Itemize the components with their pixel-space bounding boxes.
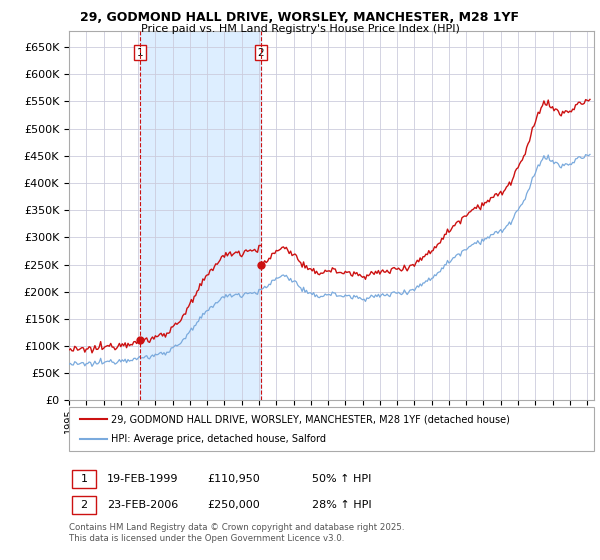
Bar (140, 31, 261, 400)
Text: HPI: Average price, detached house, Salford: HPI: Average price, detached house, Salf… (111, 433, 326, 444)
Text: 2: 2 (80, 500, 88, 510)
Text: 19-FEB-1999: 19-FEB-1999 (107, 474, 178, 484)
Text: 50% ↑ HPI: 50% ↑ HPI (312, 474, 371, 484)
Text: 29, GODMOND HALL DRIVE, WORSLEY, MANCHESTER, M28 1YF (detached house): 29, GODMOND HALL DRIVE, WORSLEY, MANCHES… (111, 414, 510, 424)
Text: 29, GODMOND HALL DRIVE, WORSLEY, MANCHESTER, M28 1YF: 29, GODMOND HALL DRIVE, WORSLEY, MANCHES… (80, 11, 520, 24)
Text: 1: 1 (137, 48, 143, 58)
Text: 2: 2 (258, 48, 265, 58)
Text: Price paid vs. HM Land Registry's House Price Index (HPI): Price paid vs. HM Land Registry's House … (140, 24, 460, 34)
Text: £110,950: £110,950 (207, 474, 260, 484)
Text: 23-FEB-2006: 23-FEB-2006 (107, 500, 178, 510)
Text: 1: 1 (80, 474, 88, 484)
Text: 28% ↑ HPI: 28% ↑ HPI (312, 500, 371, 510)
Text: Contains HM Land Registry data © Crown copyright and database right 2025.
This d: Contains HM Land Registry data © Crown c… (69, 524, 404, 543)
Text: £250,000: £250,000 (207, 500, 260, 510)
